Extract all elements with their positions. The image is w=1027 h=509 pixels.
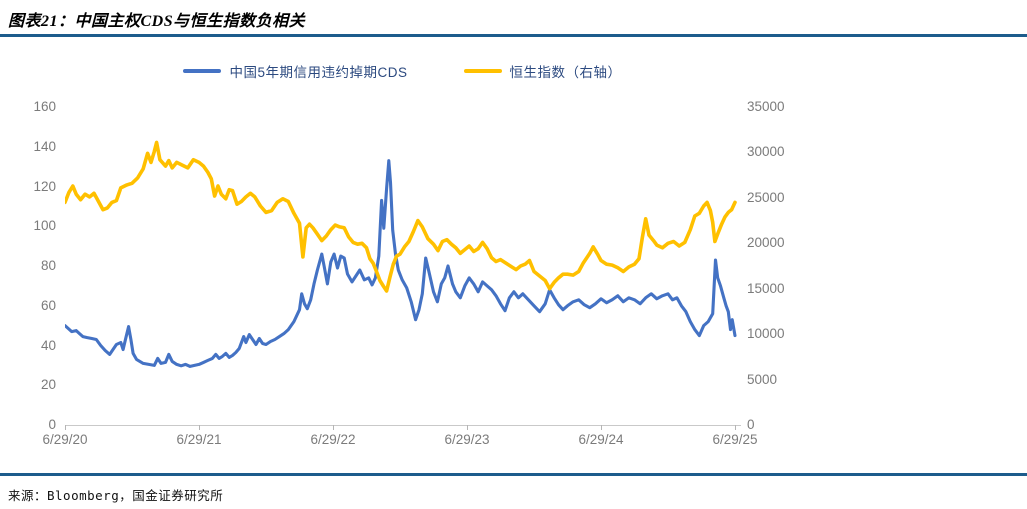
legend-label-cds: 中国5年期信用违约掉期CDS [229,65,408,80]
left-axis-tick-label: 60 [40,297,56,313]
title-divider [0,34,1027,37]
x-axis-tick-label: 6/29/23 [444,432,490,447]
x-axis-tickmark [199,425,200,430]
x-axis-tickmark [65,425,66,430]
x-axis-tick-label: 6/29/20 [42,432,88,447]
right-axis-tick-label: 15000 [747,280,785,296]
right-axis-tick-label: 0 [747,417,755,432]
plot-area [65,140,737,368]
x-axis-tickmark [735,425,736,430]
left-axis-tick-label: 0 [48,417,56,432]
legend-label-hsi: 恒生指数（右轴） [509,65,622,80]
right-axis-tick-label: 20000 [747,235,785,251]
left-axis-tick-label: 140 [33,138,56,154]
left-axis-tick-label: 40 [40,337,56,353]
right-axis-tick-label: 30000 [747,144,785,160]
x-axis-tickmark [333,425,334,430]
cds-line-swatch [183,69,222,73]
left-axis-tick-label: 100 [33,218,56,234]
left-axis-tick-label: 120 [33,178,56,194]
footer-divider [0,473,1027,476]
left-axis-tick-label: 20 [40,377,56,393]
x-axis-line [65,425,741,426]
x-axis-tickmark [467,425,468,430]
right-axis-tick-label: 35000 [747,99,785,114]
x-axis-tick-label: 6/29/25 [712,432,758,447]
right-axis-tick-label: 5000 [747,371,778,387]
right-axis-tick-label: 10000 [747,326,785,342]
x-axis-tick-label: 6/29/22 [310,432,356,447]
left-axis-tick-label: 80 [40,258,56,273]
legend-item-hsi: 恒生指数（右轴） [463,61,622,81]
figure-title: 图表21：中国主权CDS与恒生指数负相关 [8,13,306,30]
chart-legend: 中国5年期信用违约掉期CDS 恒生指数（右轴） [65,61,740,81]
x-axis-tickmark [601,425,602,430]
legend-item-cds: 中国5年期信用违约掉期CDS [183,61,407,81]
left-axis-tick-label: 160 [33,99,56,114]
right-axis-tick-label: 25000 [747,189,785,205]
x-axis-tick-label: 6/29/21 [176,432,222,447]
hsi-line-swatch [463,69,502,73]
hsi-line [65,140,737,293]
source-note: 来源：Bloomberg，国金证券研究所 [8,488,224,503]
x-axis-tick-label: 6/29/24 [578,432,624,447]
cds-line [65,159,737,368]
